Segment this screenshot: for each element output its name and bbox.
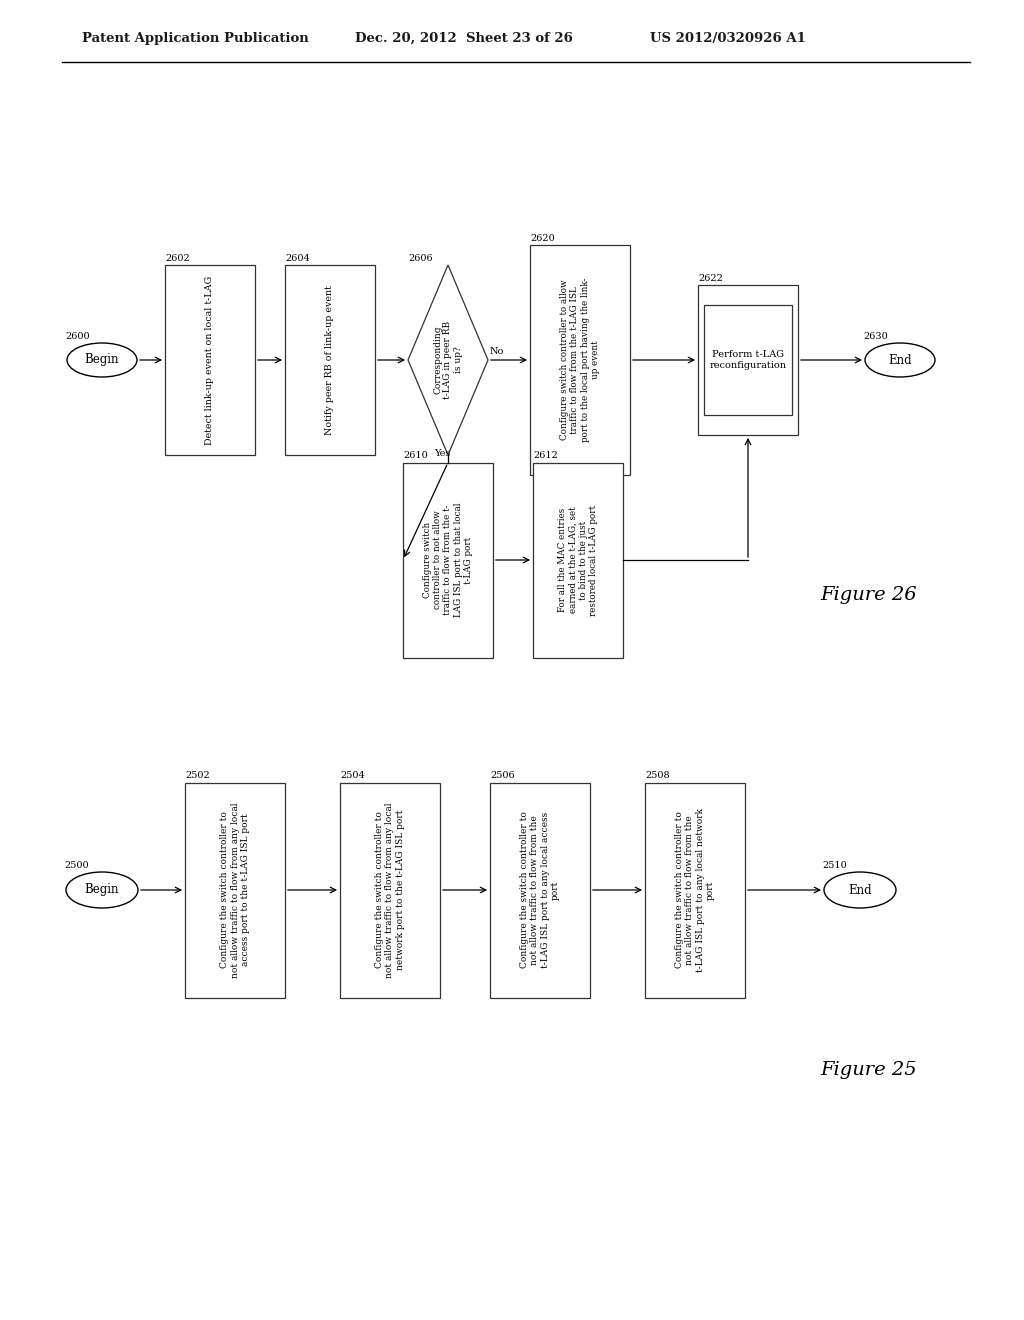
Text: 2504: 2504 xyxy=(340,771,365,780)
FancyBboxPatch shape xyxy=(185,783,285,998)
Text: Begin: Begin xyxy=(85,883,119,896)
Text: Configure the switch controller to
not allow traffic to flow from any local
acce: Configure the switch controller to not a… xyxy=(220,803,250,978)
Text: Figure 26: Figure 26 xyxy=(820,586,916,605)
Text: 2610: 2610 xyxy=(403,451,428,461)
Text: Figure 25: Figure 25 xyxy=(820,1061,916,1078)
Text: For all the MAC entries
earned at the t-LAG, set
to bind to the just
restored lo: For all the MAC entries earned at the t-… xyxy=(558,504,598,615)
Text: Configure switch
controller to not allow
traffic to flow from the t-
LAG ISL por: Configure switch controller to not allow… xyxy=(423,503,473,618)
Text: Yes: Yes xyxy=(434,450,451,458)
FancyBboxPatch shape xyxy=(698,285,798,436)
Text: 2612: 2612 xyxy=(534,451,558,461)
FancyBboxPatch shape xyxy=(403,462,493,657)
FancyBboxPatch shape xyxy=(705,305,792,414)
Ellipse shape xyxy=(66,873,138,908)
Text: End: End xyxy=(848,883,871,896)
Text: End: End xyxy=(888,354,911,367)
Text: Detect link-up event on local t-LAG: Detect link-up event on local t-LAG xyxy=(206,276,214,445)
Text: Perform t-LAG
reconfiguration: Perform t-LAG reconfiguration xyxy=(710,350,786,370)
Text: 2602: 2602 xyxy=(165,253,189,263)
Text: Dec. 20, 2012  Sheet 23 of 26: Dec. 20, 2012 Sheet 23 of 26 xyxy=(355,32,572,45)
Text: 2502: 2502 xyxy=(185,771,210,780)
Ellipse shape xyxy=(824,873,896,908)
Polygon shape xyxy=(408,265,488,455)
FancyBboxPatch shape xyxy=(165,265,255,455)
Ellipse shape xyxy=(865,343,935,378)
FancyBboxPatch shape xyxy=(340,783,440,998)
FancyBboxPatch shape xyxy=(490,783,590,998)
Text: Configure the switch controller to
not allow traffic to flow from any local
netw: Configure the switch controller to not a… xyxy=(375,803,404,978)
Text: 2510: 2510 xyxy=(822,861,847,870)
Text: 2620: 2620 xyxy=(530,234,555,243)
Ellipse shape xyxy=(67,343,137,378)
FancyBboxPatch shape xyxy=(285,265,375,455)
Text: Patent Application Publication: Patent Application Publication xyxy=(82,32,309,45)
Text: 2604: 2604 xyxy=(285,253,309,263)
FancyBboxPatch shape xyxy=(530,246,630,475)
Text: Corresponding
t-LAG in peer RB
is up?: Corresponding t-LAG in peer RB is up? xyxy=(433,321,463,399)
Text: 2508: 2508 xyxy=(645,771,670,780)
FancyBboxPatch shape xyxy=(534,462,623,657)
Text: 2506: 2506 xyxy=(490,771,515,780)
Text: No: No xyxy=(490,347,505,356)
Text: Configure switch controller to allow
traffic to flow from the t-LAG ISL
port to : Configure switch controller to allow tra… xyxy=(560,277,600,442)
FancyBboxPatch shape xyxy=(645,783,745,998)
Text: Begin: Begin xyxy=(85,354,119,367)
Text: 2630: 2630 xyxy=(863,333,888,341)
Text: 2600: 2600 xyxy=(65,333,90,341)
Text: Notify peer RB of link-up event: Notify peer RB of link-up event xyxy=(326,285,335,434)
Text: 2500: 2500 xyxy=(63,861,89,870)
Text: 2622: 2622 xyxy=(698,275,723,282)
Text: Configure the switch controller to
not allow traffic to flow from the
t-LAG ISL : Configure the switch controller to not a… xyxy=(675,808,715,972)
Text: 2606: 2606 xyxy=(408,253,432,263)
Text: US 2012/0320926 A1: US 2012/0320926 A1 xyxy=(650,32,806,45)
Text: Configure the switch controller to
not allow traffic to flow from the
t-LAG ISL : Configure the switch controller to not a… xyxy=(520,812,560,969)
